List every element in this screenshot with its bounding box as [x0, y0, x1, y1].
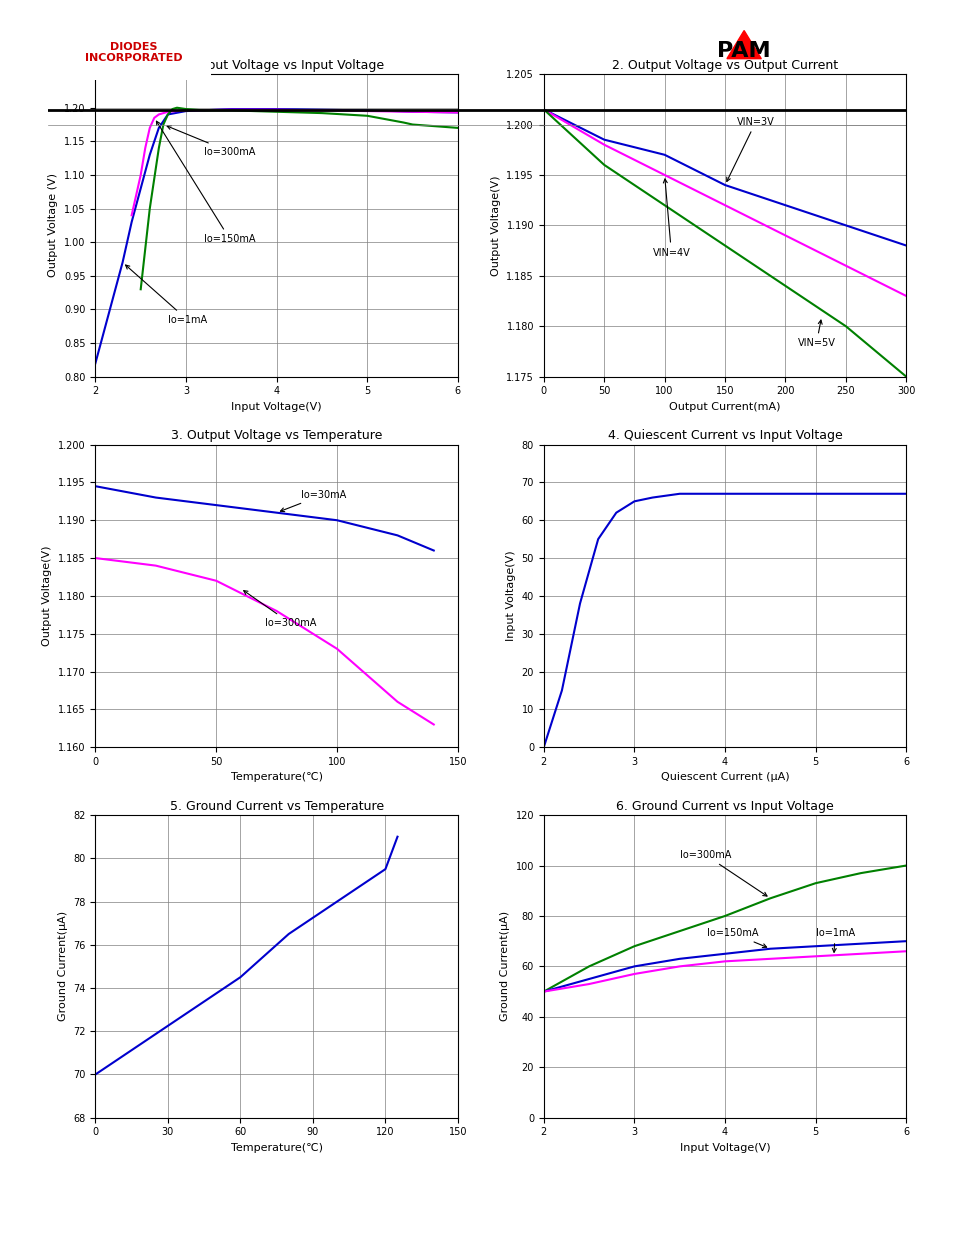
X-axis label: Quiescent Current (μA): Quiescent Current (μA)	[660, 772, 788, 783]
Text: VIN=4V: VIN=4V	[652, 179, 690, 258]
Y-axis label: Output Voltage(V): Output Voltage(V)	[42, 546, 52, 646]
Title: 6. Ground Current vs Input Voltage: 6. Ground Current vs Input Voltage	[616, 799, 833, 813]
Text: Io=300mA: Io=300mA	[243, 590, 315, 629]
Text: Io=1mA: Io=1mA	[126, 266, 207, 325]
X-axis label: Temperature(℃): Temperature(℃)	[231, 772, 322, 783]
Y-axis label: Output Voltage (V): Output Voltage (V)	[49, 173, 58, 278]
Text: Io=1mA: Io=1mA	[815, 929, 854, 952]
Y-axis label: Ground Current(μA): Ground Current(μA)	[57, 911, 68, 1021]
Text: VIN=5V: VIN=5V	[797, 320, 835, 348]
Text: Io=30mA: Io=30mA	[280, 489, 346, 511]
X-axis label: Input Voltage(V): Input Voltage(V)	[232, 401, 321, 412]
X-axis label: Temperature(℃): Temperature(℃)	[231, 1142, 322, 1153]
Text: PAM: PAM	[717, 41, 770, 61]
Polygon shape	[726, 31, 760, 58]
Text: Io=150mA: Io=150mA	[156, 121, 255, 245]
Text: Io=150mA: Io=150mA	[706, 929, 766, 947]
Title: 4. Quiescent Current vs Input Voltage: 4. Quiescent Current vs Input Voltage	[607, 429, 841, 442]
Text: VIN=3V: VIN=3V	[726, 116, 774, 182]
Text: DIODES
INCORPORATED: DIODES INCORPORATED	[85, 42, 182, 63]
Y-axis label: Output Voltage(V): Output Voltage(V)	[490, 175, 500, 275]
Title: 3. Output Voltage vs Temperature: 3. Output Voltage vs Temperature	[171, 429, 382, 442]
Title: 5. Ground Current vs Temperature: 5. Ground Current vs Temperature	[170, 799, 383, 813]
FancyBboxPatch shape	[48, 25, 211, 80]
X-axis label: Input Voltage(V): Input Voltage(V)	[679, 1142, 769, 1153]
Y-axis label: Input Voltage(V): Input Voltage(V)	[506, 551, 516, 641]
Title: 1. Output Voltage vs Input Voltage: 1. Output Voltage vs Input Voltage	[169, 58, 384, 72]
Y-axis label: Ground Current(μA): Ground Current(μA)	[499, 911, 510, 1021]
Text: Io=300mA: Io=300mA	[679, 850, 766, 897]
Title: 2. Output Voltage vs Output Current: 2. Output Voltage vs Output Current	[611, 58, 838, 72]
Text: Io=300mA: Io=300mA	[167, 126, 255, 157]
X-axis label: Output Current(mA): Output Current(mA)	[669, 401, 780, 412]
